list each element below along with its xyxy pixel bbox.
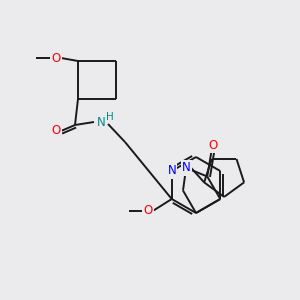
Text: N: N xyxy=(97,116,105,128)
Text: H: H xyxy=(106,112,114,122)
Text: N: N xyxy=(167,164,176,178)
Text: O: O xyxy=(143,205,152,218)
Text: O: O xyxy=(51,52,61,64)
Text: O: O xyxy=(51,124,61,137)
Text: O: O xyxy=(208,139,218,152)
Text: N: N xyxy=(182,161,190,174)
